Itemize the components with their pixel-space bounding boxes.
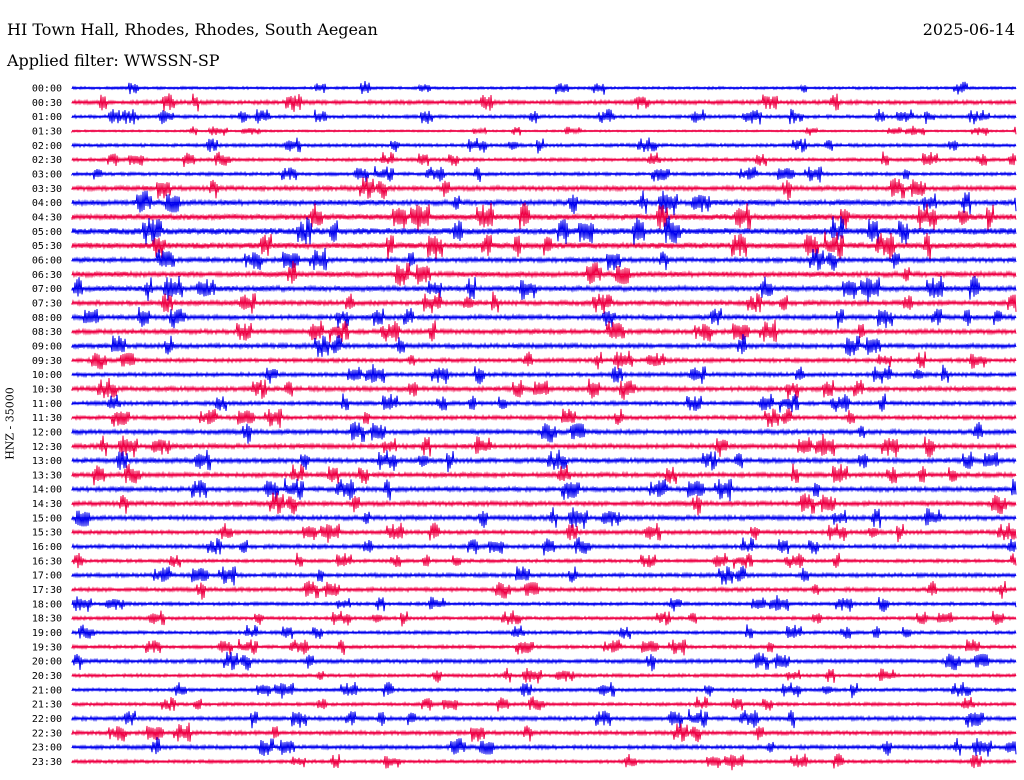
row-time-label: 00:30 [32,98,62,109]
row-time-label: 04:30 [32,212,62,223]
row-time-label: 20:30 [32,671,62,682]
row-time-label: 17:00 [32,571,62,582]
row-time-label: 17:30 [32,585,62,596]
row-time-label: 13:00 [32,456,62,467]
row-time-label: 10:30 [32,384,62,395]
row-time-label: 15:30 [32,528,62,539]
row-time-label: 06:00 [32,255,62,266]
row-time-label: 06:30 [32,270,62,281]
row-time-label: 22:30 [32,728,62,739]
row-time-label: 05:00 [32,227,62,238]
row-time-label: 20:00 [32,657,62,668]
row-time-label: 01:00 [32,112,62,123]
row-time-label: 16:00 [32,542,62,553]
row-time-label: 10:00 [32,370,62,381]
station-title: HI Town Hall, Rhodes, Rhodes, South Aege… [7,20,378,39]
row-time-label: 01:30 [32,126,62,137]
row-time-label: 11:00 [32,399,62,410]
row-time-label: 14:00 [32,485,62,496]
row-time-label: 11:30 [32,413,62,424]
row-time-label: 13:30 [32,470,62,481]
row-time-label: 15:00 [32,513,62,524]
row-time-label: 23:30 [32,757,62,768]
row-time-label: 21:00 [32,685,62,696]
row-time-label: 02:30 [32,155,62,166]
row-time-label: 12:00 [32,427,62,438]
row-time-label: 23:00 [32,743,62,754]
row-time-label: 07:30 [32,298,62,309]
row-time-label: 14:30 [32,499,62,510]
trace-row [71,421,1017,444]
filter-label: Applied filter: WWSSN-SP [7,51,220,70]
row-time-label: 04:00 [32,198,62,209]
row-time-label: 08:00 [32,313,62,324]
row-time-label: 05:30 [32,241,62,252]
row-time-label: 09:30 [32,356,62,367]
row-time-label: 18:30 [32,614,62,625]
row-time-label: 22:00 [32,714,62,725]
row-time-label: 19:00 [32,628,62,639]
row-time-label: 00:00 [32,84,62,95]
date-label: 2025-06-14 [922,20,1015,39]
trace-row [71,624,1017,640]
row-time-label: 03:30 [32,184,62,195]
row-time-label: 08:30 [32,327,62,338]
row-time-label: 07:00 [32,284,62,295]
row-time-label: 16:30 [32,556,62,567]
row-time-label: 09:00 [32,341,62,352]
row-time-label: 02:00 [32,141,62,152]
row-time-label: 12:30 [32,442,62,453]
row-time-label: 21:30 [32,700,62,711]
row-time-label: 19:30 [32,642,62,653]
row-time-label: 18:00 [32,599,62,610]
row-time-label: 03:00 [32,169,62,180]
